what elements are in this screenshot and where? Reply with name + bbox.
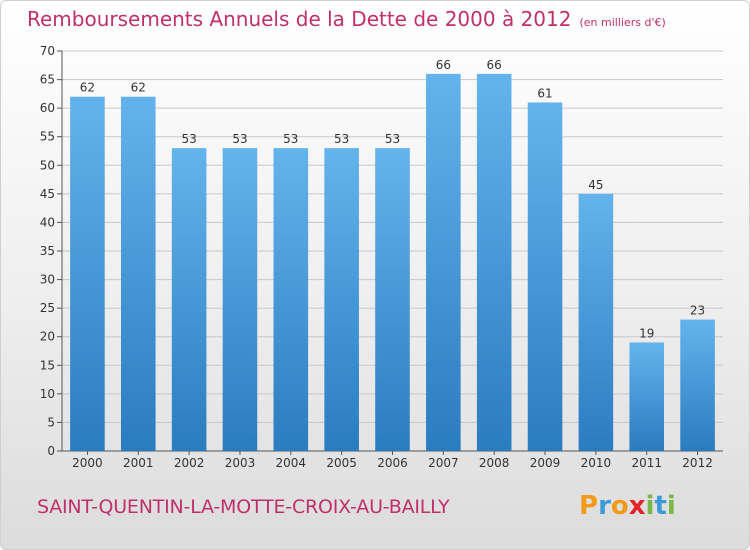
data-label: 66 [487, 58, 502, 72]
bar-2002 [171, 148, 207, 451]
data-label: 45 [588, 178, 603, 192]
data-label: 19 [639, 326, 654, 340]
x-tick-label: 2000 [72, 456, 103, 470]
logo-letter: o [610, 491, 629, 521]
y-tick-label: 5 [47, 415, 55, 429]
axes: 0 5 10 15 20 25 30 35 40 45 50 55 60 65 70 2000 2001 2002… [40, 44, 723, 470]
data-label: 53 [181, 132, 196, 146]
x-tick-label: 2003 [225, 456, 256, 470]
logo-letter: x [628, 491, 646, 521]
x-tick-label: 2002 [174, 456, 205, 470]
x-tick-label: 2009 [530, 456, 561, 470]
commune-name: SAINT-QUENTIN-LA-MOTTE-CROIX-AU-BAILLY [37, 496, 450, 518]
y-tick-label: 70 [40, 44, 55, 58]
bar-2010 [578, 193, 614, 451]
y-tick-label: 10 [40, 387, 55, 401]
bar-2004 [273, 148, 309, 451]
chart-title: Remboursements Annuels de la Dette de 20… [27, 7, 666, 31]
data-label: 66 [436, 58, 451, 72]
y-tick-label: 25 [40, 301, 55, 315]
y-tick-label: 0 [47, 444, 55, 458]
bar-2005 [324, 148, 359, 451]
logo-letter: i [666, 491, 676, 521]
x-tick-label: 2006 [377, 456, 408, 470]
bar-2008 [476, 73, 512, 451]
y-tick-label: 60 [40, 101, 55, 115]
logo-letter: r [598, 491, 611, 521]
x-tick-label: 2007 [428, 456, 459, 470]
logo-letter: i [645, 491, 655, 521]
logo-letter: P [579, 491, 599, 521]
bar-2003 [222, 148, 258, 451]
x-tick-label: 2011 [631, 456, 662, 470]
y-tick-label: 35 [40, 244, 55, 258]
title-text: Remboursements Annuels de la Dette de 20… [27, 7, 572, 31]
y-tick-label: 50 [40, 158, 55, 172]
data-label: 62 [80, 81, 95, 95]
chart-unit: (en milliers d'€) [579, 16, 666, 29]
x-tick-label: 2005 [326, 456, 357, 470]
y-tick-label: 30 [40, 273, 55, 287]
bars [70, 73, 715, 451]
data-label: 53 [334, 132, 349, 146]
data-labels: 62 62 53 53 53 53 53 66 66 61 45 19 23 [80, 58, 705, 341]
bar-2001 [120, 96, 156, 451]
bar-2000 [70, 96, 105, 451]
data-label: 61 [537, 86, 552, 100]
y-tick-label: 55 [40, 130, 55, 144]
bar-2012 [680, 319, 715, 451]
data-label: 62 [131, 81, 146, 95]
x-tick-label: 2008 [479, 456, 510, 470]
y-tick-label: 20 [40, 330, 55, 344]
x-tick-label: 2010 [581, 456, 612, 470]
x-tick-label: 2004 [276, 456, 307, 470]
bar-2006 [375, 148, 410, 451]
data-label: 53 [283, 132, 298, 146]
data-label: 23 [690, 304, 705, 318]
bar-2011 [629, 342, 665, 451]
bar-chart: 0 5 10 15 20 25 30 35 40 45 50 55 60 65 70 2000 2001 2002… [40, 44, 723, 470]
data-label: 53 [232, 132, 247, 146]
logo-letter: t [654, 491, 667, 521]
x-tick-label: 2012 [682, 456, 713, 470]
y-tick-label: 40 [40, 215, 55, 229]
y-tick-label: 45 [40, 187, 55, 201]
proxiti-logo[interactable]: Proxiti [579, 491, 676, 521]
bar-2009 [527, 102, 563, 451]
y-tick-label: 15 [40, 358, 55, 372]
bar-2007 [426, 73, 461, 451]
x-tick-label: 2001 [123, 456, 154, 470]
y-tick-label: 65 [40, 73, 55, 87]
data-label: 53 [385, 132, 400, 146]
